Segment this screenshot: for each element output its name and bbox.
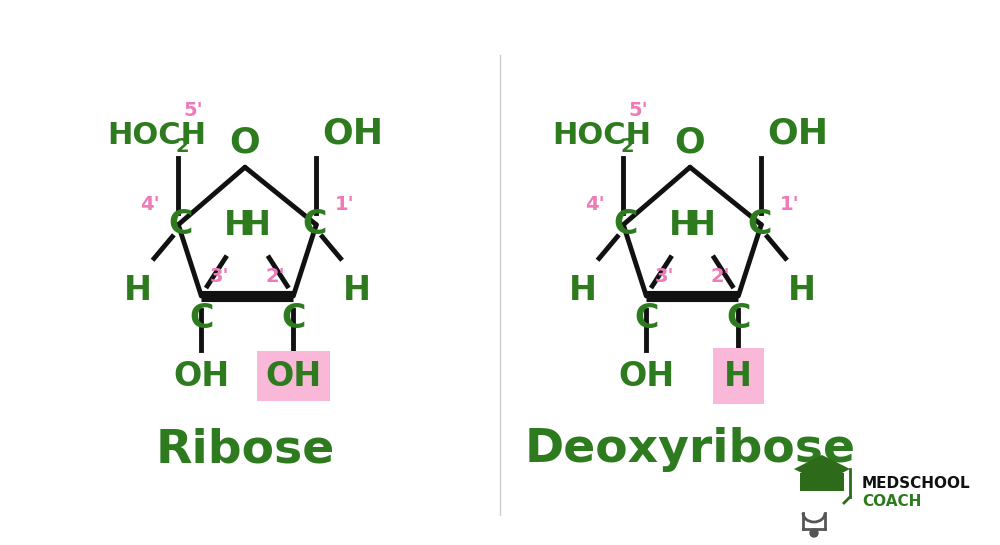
Text: Ribose: Ribose (155, 427, 335, 473)
Text: 1': 1' (779, 195, 799, 214)
Circle shape (810, 529, 818, 537)
Text: COACH: COACH (862, 494, 921, 508)
Text: H: H (787, 274, 815, 307)
Text: H: H (343, 274, 371, 307)
Text: H: H (668, 209, 696, 241)
Text: C: C (634, 302, 659, 335)
Text: C: C (726, 302, 751, 335)
Text: H: H (243, 209, 271, 241)
Text: H: H (724, 360, 752, 392)
Text: 5': 5' (628, 101, 648, 120)
Polygon shape (800, 473, 844, 491)
Text: 3': 3' (210, 267, 229, 286)
Text: C: C (302, 208, 327, 241)
Text: OH: OH (767, 116, 828, 150)
Text: 4': 4' (140, 195, 160, 214)
Text: O: O (675, 125, 705, 159)
Text: H: H (569, 274, 597, 307)
Text: MEDSCHOOL: MEDSCHOOL (862, 475, 971, 490)
Polygon shape (794, 455, 850, 483)
Text: HOCH: HOCH (107, 121, 206, 150)
Text: OH: OH (618, 360, 674, 392)
Text: O: O (230, 125, 260, 159)
Text: 2: 2 (175, 137, 189, 156)
Text: H: H (224, 209, 252, 241)
Text: H: H (124, 274, 152, 307)
Text: 3': 3' (655, 267, 674, 286)
Text: 1': 1' (334, 195, 354, 214)
Text: H: H (688, 209, 716, 241)
Text: OH: OH (173, 360, 229, 392)
Text: C: C (747, 208, 772, 241)
Text: C: C (613, 208, 638, 241)
Text: 2': 2' (710, 267, 730, 286)
Text: 2': 2' (265, 267, 285, 286)
Text: OH: OH (265, 360, 321, 392)
Text: C: C (189, 302, 214, 335)
Text: HOCH: HOCH (552, 121, 651, 150)
Text: Deoxyribose: Deoxyribose (524, 427, 856, 473)
Text: C: C (168, 208, 193, 241)
Text: OH: OH (322, 116, 383, 150)
Text: C: C (281, 302, 306, 335)
Text: 5': 5' (183, 101, 203, 120)
Text: 4': 4' (585, 195, 605, 214)
Text: 2: 2 (620, 137, 634, 156)
